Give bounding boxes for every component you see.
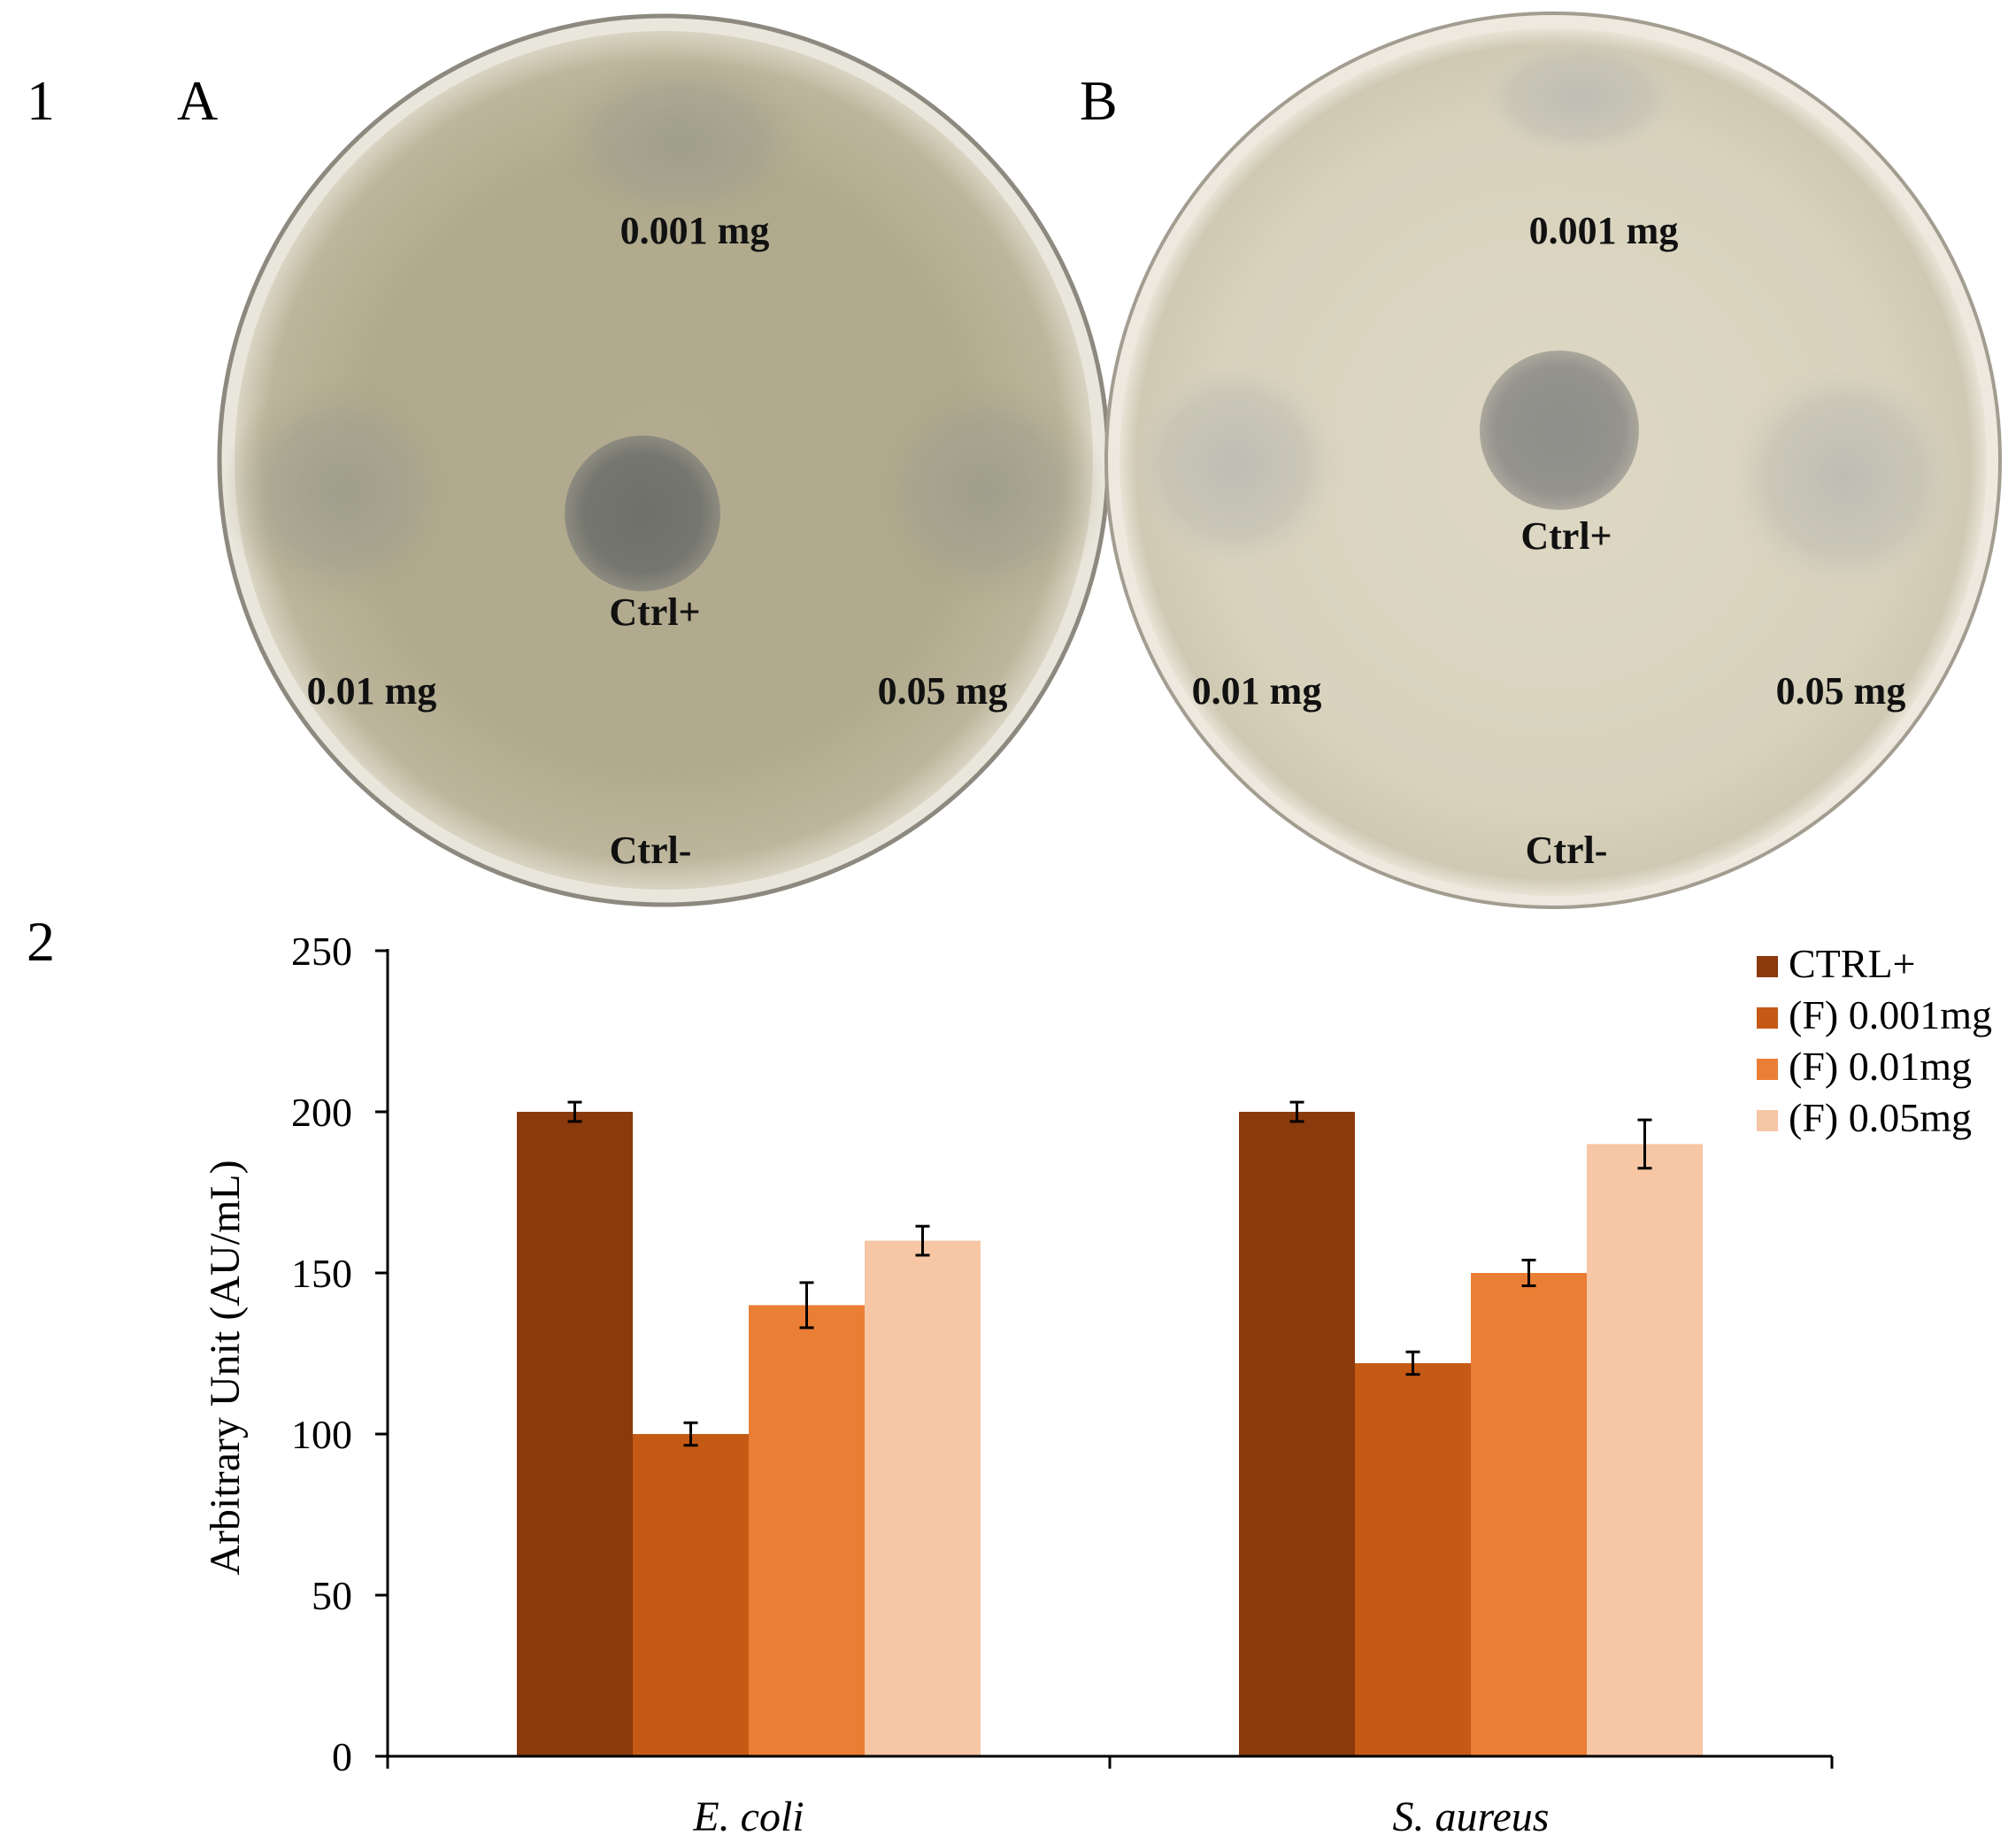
- plate-b-letter: B: [1080, 69, 1118, 132]
- plate-b-ctrl-plus-zone: [1480, 351, 1639, 510]
- plate-a-letter: A: [177, 69, 218, 132]
- panel-number-2: 2: [27, 910, 55, 973]
- legend-label: (F) 0.001mg: [1789, 992, 1992, 1037]
- x-category-label: S. aureus: [1393, 1793, 1550, 1840]
- plate-a-ctrl-plus-zone: [565, 436, 720, 591]
- legend-label: (F) 0.05mg: [1789, 1095, 1972, 1140]
- bar: [1471, 1273, 1587, 1756]
- y-tick-label: 250: [291, 929, 352, 974]
- y-axis-ticks: 0 50 100 150 200 250: [291, 929, 388, 1779]
- plate-a-label-bottom: Ctrl-: [610, 829, 692, 872]
- y-tick-label: 0: [332, 1734, 352, 1779]
- category-labels: E. coli S. aureus: [692, 1793, 1549, 1840]
- plate-b-label-left: 0.01 mg: [1192, 669, 1322, 713]
- bar: [517, 1112, 633, 1756]
- plate-a-halo-top: [549, 53, 814, 230]
- plate-a-halo-left: [221, 372, 460, 611]
- x-axis-ticks: [386, 1756, 1834, 1769]
- bar: [1355, 1362, 1471, 1756]
- panel-number-1: 1: [27, 69, 55, 132]
- x-category-label: E. coli: [692, 1793, 804, 1840]
- plate-a-label-left: 0.01 mg: [307, 669, 437, 713]
- legend: CTRL+ (F) 0.001mg (F) 0.01mg (F) 0.05mg: [1757, 941, 1992, 1140]
- legend-swatch: [1757, 1059, 1778, 1080]
- petri-plate-a: A 0.001 mg Ctrl+ 0.01 mg 0.05 mg Ctrl-: [177, 13, 1111, 907]
- legend-label: CTRL+: [1789, 941, 1916, 986]
- plate-b-label-bottom: Ctrl-: [1526, 829, 1608, 872]
- legend-swatch: [1757, 956, 1778, 977]
- bars: [517, 1112, 1703, 1756]
- bar: [1239, 1112, 1355, 1756]
- plate-b-halo-right: [1726, 359, 1965, 598]
- plate-a-label-right: 0.05 mg: [878, 669, 1008, 713]
- bar: [865, 1240, 981, 1756]
- bar: [633, 1434, 749, 1756]
- bar: [1587, 1144, 1703, 1756]
- plate-a-label-top: 0.001 mg: [620, 209, 770, 252]
- plate-a-halo-right: [867, 372, 1106, 611]
- plate-b-halo-left: [1124, 354, 1345, 575]
- y-tick-label: 100: [291, 1412, 352, 1457]
- legend-swatch: [1757, 1110, 1778, 1131]
- y-tick-label: 150: [291, 1251, 352, 1296]
- bar-chart: Arbitrary Unit (AU/mL) 0 50 100 150 200 250 E…: [202, 929, 1992, 1840]
- plate-b-label-center: Ctrl+: [1520, 514, 1612, 558]
- y-tick-label: 50: [312, 1573, 352, 1618]
- legend-label: (F) 0.01mg: [1789, 1044, 1972, 1089]
- petri-plate-b: B 0.001 mg Ctrl+ 0.01 mg 0.05 mg Ctrl-: [1080, 12, 2002, 909]
- y-axis-title: Arbitrary Unit (AU/mL): [202, 1160, 249, 1575]
- error-bars: [567, 1100, 1652, 1447]
- plate-b-halo-top: [1474, 35, 1686, 159]
- y-tick-label: 200: [291, 1090, 352, 1135]
- plate-b-label-right: 0.05 mg: [1776, 669, 1906, 713]
- plate-a-label-center: Ctrl+: [609, 590, 700, 634]
- plate-b-label-top: 0.001 mg: [1529, 209, 1679, 252]
- legend-swatch: [1757, 1007, 1778, 1029]
- bar: [749, 1305, 865, 1756]
